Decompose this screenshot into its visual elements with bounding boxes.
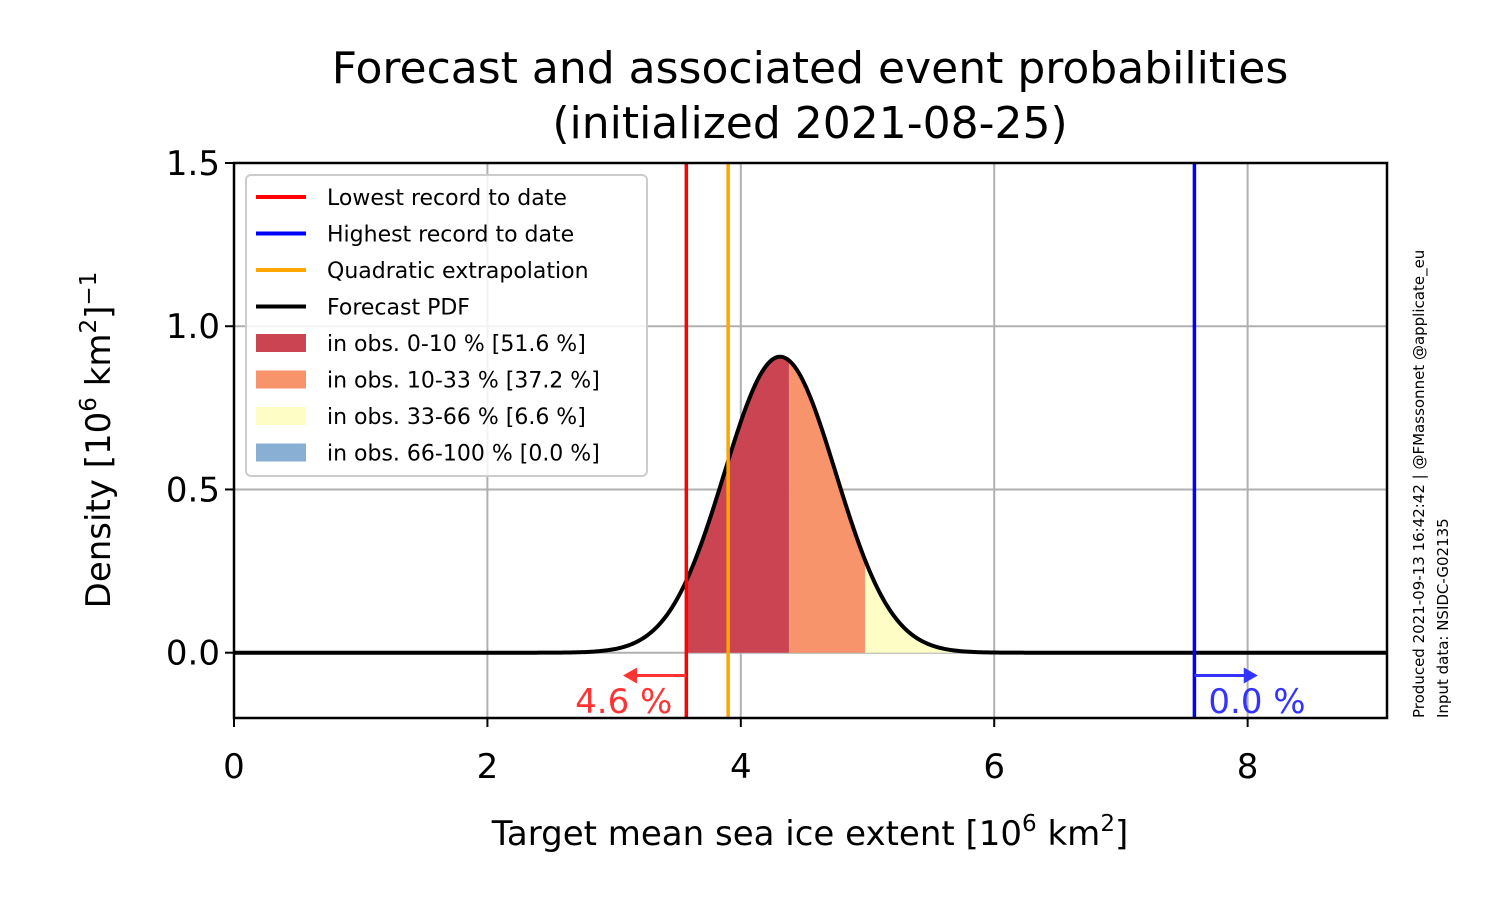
y-tick-label-0: 0.0 — [166, 634, 220, 674]
legend-label-0: Lowest record to date — [327, 186, 567, 211]
legend-swatch-7 — [256, 443, 306, 462]
legend-box — [245, 174, 648, 477]
x-axis-label-prefix: Target mean sea ice extent [10 — [491, 814, 1022, 854]
plot-inner: 4.6 % 0.0 % — [234, 163, 1387, 722]
x-tick-label-1: 2 — [477, 747, 499, 787]
legend-swatch-5 — [256, 370, 306, 389]
y-axis-label-sup2: 2 — [76, 319, 102, 334]
y-tick-label-3: 1.5 — [166, 144, 220, 184]
x-tick-label-3: 6 — [983, 747, 1005, 787]
side-note-produced: Produced 2021-09-13 16:42:42 | @FMassonn… — [1410, 250, 1429, 718]
y-axis-label: Density [106 km2]−1 — [76, 272, 119, 609]
x-tick-label-4: 8 — [1237, 747, 1259, 787]
side-note-input: Input data: NSIDC-G02135 — [1434, 518, 1452, 718]
band-1 — [788, 360, 865, 653]
y-tick-label-2: 1.0 — [166, 307, 220, 347]
plot-area: 4.6 % 0.0 % 0 2 4 6 8 0.0 0.5 1.0 1.5 Lowest record… — [166, 144, 1389, 787]
x-axis-label-suffix: ] — [1115, 814, 1128, 854]
band-2 — [864, 559, 1195, 653]
y-axis-label-sup3: −1 — [76, 272, 102, 306]
legend-label-1: Highest record to date — [327, 223, 574, 248]
annotation-label-1: 0.0 % — [1208, 682, 1305, 722]
y-axis-label-prefix: Density [10 — [79, 412, 119, 609]
legend: Lowest record to date Highest record to d… — [245, 174, 648, 477]
legend-label-2: Quadratic extrapolation — [327, 259, 589, 284]
y-axis-label-mid: km — [79, 333, 119, 397]
y-axis-label-sup1: 6 — [76, 397, 102, 412]
x-axis-label: Target mean sea ice extent [106 km2] — [491, 811, 1128, 854]
legend-label-5: in obs. 10-33 % [37.2 %] — [327, 369, 600, 394]
annotation-label-0: 4.6 % — [575, 682, 672, 722]
legend-swatch-6 — [256, 407, 306, 425]
x-tick-label-2: 4 — [730, 747, 752, 787]
x-axis-label-mid: km — [1037, 814, 1101, 854]
band-0 — [686, 356, 789, 653]
x-axis-label-sup1: 6 — [1022, 811, 1037, 837]
x-axis-label-sup2: 2 — [1100, 811, 1115, 837]
chart-subtitle: (initialized 2021-08-25) — [552, 98, 1067, 149]
legend-label-6: in obs. 33-66 % [6.6 %] — [327, 405, 586, 430]
annotation-arrowhead-1 — [1243, 667, 1258, 684]
legend-label-4: in obs. 0-10 % [51.6 %] — [327, 332, 586, 357]
legend-label-7: in obs. 66-100 % [0.0 %] — [327, 442, 600, 467]
legend-label-3: Forecast PDF — [327, 296, 470, 321]
chart-title: Forecast and associated event probabilit… — [332, 43, 1289, 94]
y-tick-label-1: 0.5 — [166, 470, 220, 510]
annotation-arrowhead-0 — [622, 667, 637, 684]
x-tick-label-0: 0 — [223, 747, 245, 787]
legend-swatch-4 — [256, 334, 306, 352]
y-axis-label-suffix: ] — [79, 306, 119, 319]
plot-frame — [232, 161, 1389, 720]
